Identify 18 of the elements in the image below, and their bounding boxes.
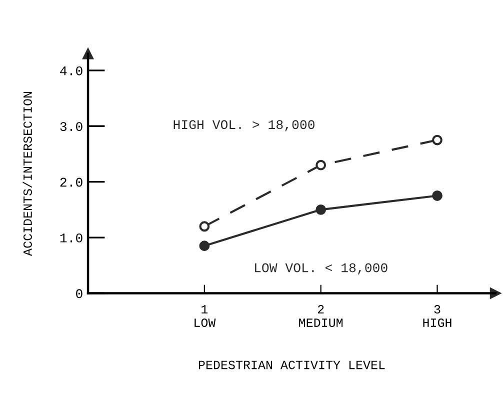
y-tick-label: 2.0 [60,178,82,187]
text: HIGH VOL. > 18,000 [174,120,314,132]
y-tick-label: 4.0 [60,66,82,76]
point [432,190,442,201]
x-axis-title: PEDESTRIAN ACTIVITY LEVEL [198,360,385,370]
y-tick-label: 1.0 [60,233,82,242]
point [316,160,326,170]
x-tick-label: 3 HIGH [423,305,452,327]
y-tick-label: 3.0 [60,122,82,132]
x-tick-label: 2 MEDIUM [299,305,343,327]
point [199,221,210,232]
y-tick-label: 0 [76,289,82,298]
text: LOW VOL. < 18,000 [255,263,388,274]
point [199,240,210,252]
point [432,134,442,146]
y-axis-title: ACCIDENTS/INTERSECTION [22,92,32,256]
point [316,204,326,215]
x-tick-label: 1 LOW [194,305,216,327]
